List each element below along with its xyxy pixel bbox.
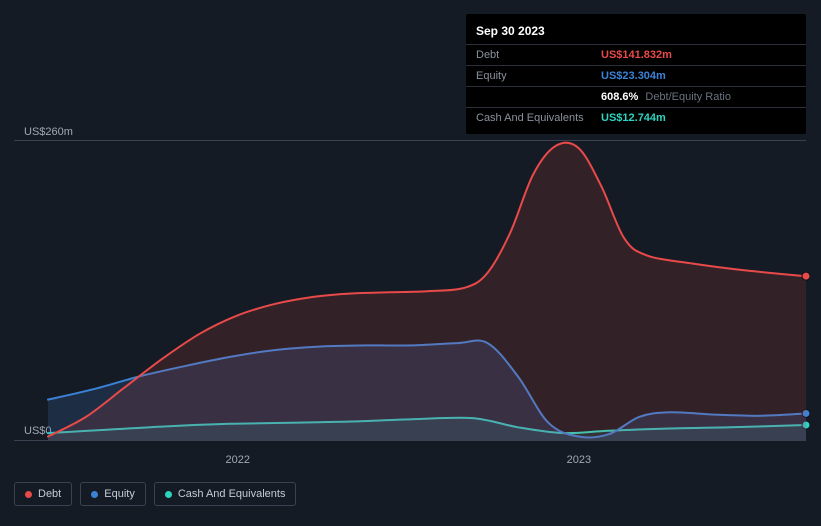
legend-item-label: Debt <box>38 488 61 500</box>
legend-dot-icon <box>91 491 98 498</box>
tooltip-row: DebtUS$141.832m <box>466 44 806 65</box>
tooltip-row-label: Equity <box>476 70 601 82</box>
legend-item-equity[interactable]: Equity <box>80 482 146 506</box>
legend-dot-icon <box>165 491 172 498</box>
series-end-marker-debt <box>802 272 810 280</box>
tooltip-date: Sep 30 2023 <box>466 20 806 44</box>
tooltip-row-value: 608.6% Debt/Equity Ratio <box>601 91 731 103</box>
legend-item-label: Cash And Equivalents <box>178 488 286 500</box>
legend-item-label: Equity <box>104 488 135 500</box>
tooltip-row: 608.6% Debt/Equity Ratio <box>466 86 806 107</box>
tooltip-row-label: Debt <box>476 49 601 61</box>
legend-dot-icon <box>25 491 32 498</box>
tooltip-row-value: US$141.832m <box>601 49 672 61</box>
tooltip-row-value: US$12.744m <box>601 112 666 124</box>
data-tooltip: Sep 30 2023 DebtUS$141.832mEquityUS$23.3… <box>466 14 806 134</box>
tooltip-row: EquityUS$23.304m <box>466 65 806 86</box>
tooltip-row-extra: Debt/Equity Ratio <box>642 91 731 103</box>
tooltip-row: Cash And EquivalentsUS$12.744m <box>466 107 806 128</box>
tooltip-row-label: Cash And Equivalents <box>476 112 601 124</box>
legend-item-cash-and-equivalents[interactable]: Cash And Equivalents <box>154 482 297 506</box>
legend-item-debt[interactable]: Debt <box>14 482 72 506</box>
tooltip-row-value: US$23.304m <box>601 70 666 82</box>
tooltip-row-label <box>476 91 601 103</box>
legend: Debt Equity Cash And Equivalents <box>14 482 296 506</box>
